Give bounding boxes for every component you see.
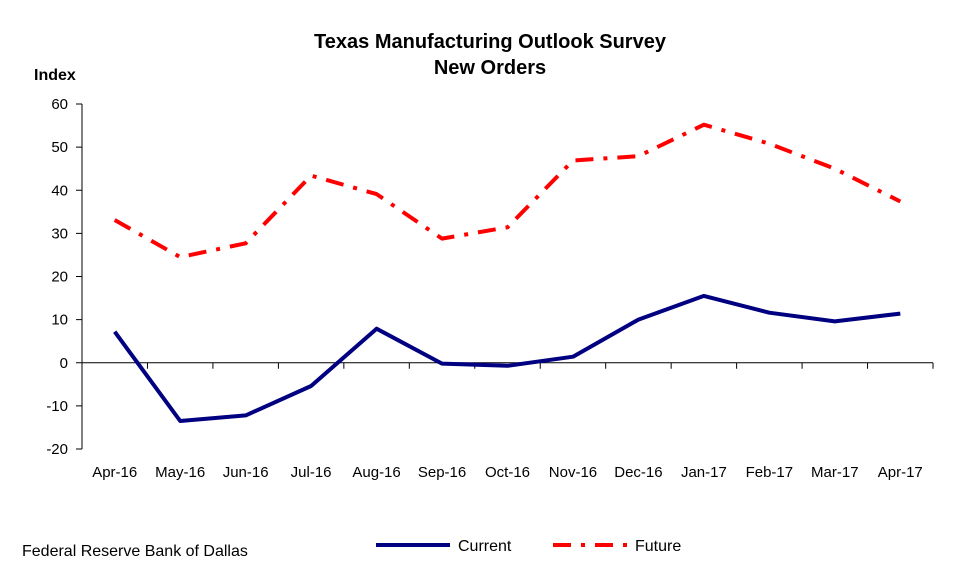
y-tick-label: 40 (51, 182, 68, 199)
x-tick-label: Jan-17 (681, 464, 727, 481)
legend-current-label: Current (458, 538, 512, 555)
chart-title: Texas Manufacturing Outlook Survey (314, 31, 667, 53)
x-tick-label: Nov-16 (549, 464, 597, 481)
y-tick-label: -10 (46, 398, 68, 415)
x-tick-label: May-16 (155, 464, 205, 481)
x-tick-label: Jun-16 (223, 464, 269, 481)
x-tick-label: Sep-16 (418, 464, 466, 481)
axes (76, 103, 934, 450)
y-tick-label: 30 (51, 225, 68, 242)
x-tick-label: Feb-17 (746, 464, 794, 481)
x-tick-label: Mar-17 (811, 464, 859, 481)
series-line-current (113, 293, 901, 423)
y-tick-label: 60 (51, 96, 68, 113)
x-tick-label: Aug-16 (352, 464, 400, 481)
x-tick-label: Jul-16 (291, 464, 332, 481)
x-tick-labels: Apr-16 May-16 Jun-16 Jul-16 Aug-16 Sep-16 Oct-… (92, 464, 923, 481)
legend-future-label: Future (635, 538, 681, 555)
chart-subtitle: New Orders (434, 57, 546, 79)
y-tick-label: -20 (46, 441, 68, 458)
legend: Current Future (376, 538, 681, 555)
series-line-future (113, 122, 902, 260)
y-tick-label: 0 (60, 355, 68, 372)
y-tick-labels: 60 50 40 30 20 10 0 -10 -20 (46, 96, 68, 458)
y-axis-label: Index (34, 67, 76, 84)
y-tick-label: 20 (51, 269, 68, 286)
x-tick-label: Oct-16 (485, 464, 530, 481)
series-layer (113, 122, 902, 423)
y-tick-label: 10 (51, 312, 68, 329)
y-tick-label: 50 (51, 139, 68, 156)
x-tick-label: Apr-16 (92, 464, 137, 481)
x-tick-label: Dec-16 (614, 464, 662, 481)
x-tick-label: Apr-17 (878, 464, 923, 481)
source-note: Federal Reserve Bank of Dallas (22, 543, 248, 560)
